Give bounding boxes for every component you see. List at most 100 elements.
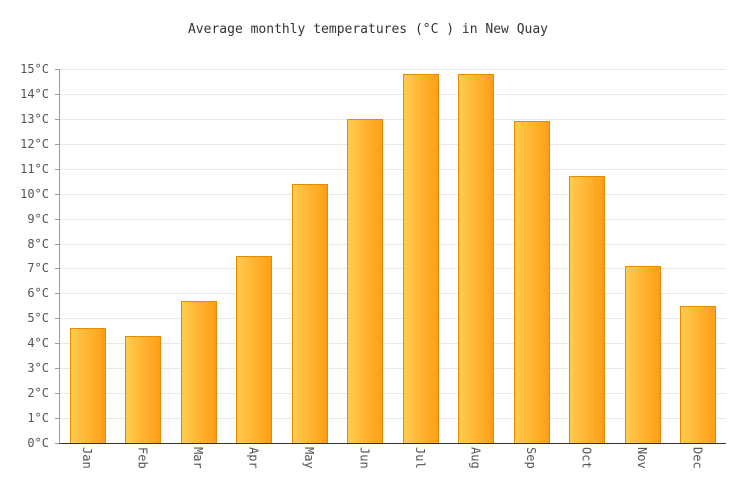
bar-slot-jun (338, 69, 394, 443)
y-axis-tick-label: 14°C (20, 86, 49, 101)
gridline (60, 193, 726, 195)
y-axis-tick-label: 9°C (27, 211, 49, 226)
y-axis-tick (55, 368, 59, 370)
x-axis-label-nov: Nov (634, 447, 649, 469)
y-axis-tick-label: 10°C (20, 186, 49, 201)
y-axis-tick (55, 69, 59, 70)
bar-slot-jan (60, 69, 116, 443)
x-axis-label-aug: Aug (468, 447, 483, 469)
bar-feb[interactable] (125, 335, 162, 443)
bar-sep[interactable] (513, 121, 550, 443)
y-axis-tick-label: 8°C (27, 236, 49, 251)
x-axis-label-sep: Sep (523, 447, 538, 469)
y-axis-tick (55, 318, 59, 320)
y-axis-tick (55, 393, 59, 395)
y-axis-tick (55, 93, 59, 95)
gridline (60, 293, 726, 295)
x-slot-sep: Sep (503, 447, 559, 469)
y-axis-tick (55, 293, 59, 295)
x-axis-label-feb: Feb (135, 447, 150, 469)
bar-dec[interactable] (680, 305, 717, 443)
x-slot-apr: Apr (226, 447, 282, 469)
bar-jul[interactable] (402, 74, 439, 443)
gridline (60, 143, 726, 145)
x-axis-label-mar: Mar (190, 447, 205, 469)
bar-slot-sep (504, 69, 560, 443)
gridline (60, 368, 726, 370)
x-axis-label-jul: Jul (412, 447, 427, 469)
y-axis-tick-label: 1°C (27, 411, 49, 426)
y-axis-tick (55, 343, 59, 345)
gridline (60, 418, 726, 420)
bar-slot-jul (393, 69, 449, 443)
y-axis-tick-label: 0°C (27, 436, 49, 450)
y-axis-tick-label: 7°C (27, 261, 49, 276)
x-axis: Jan Feb Mar Apr May Jun Jul Aug Sep Oct Nov Dec (59, 447, 725, 469)
gridline (60, 93, 726, 95)
bar-jan[interactable] (69, 328, 106, 443)
y-axis-tick (55, 143, 59, 145)
y-axis-tick (55, 443, 59, 444)
y-axis-tick-label: 13°C (20, 111, 49, 126)
y-axis-tick (55, 243, 59, 245)
x-slot-aug: Aug (448, 447, 504, 469)
y-axis-tick-label: 6°C (27, 286, 49, 301)
bar-mar[interactable] (180, 300, 217, 443)
bar-slot-oct (560, 69, 616, 443)
bar-jun[interactable] (347, 118, 384, 443)
bar-oct[interactable] (569, 176, 606, 443)
bars (60, 69, 726, 443)
x-slot-jul: Jul (392, 447, 448, 469)
x-axis-label-jan: Jan (79, 447, 94, 469)
x-slot-may: May (281, 447, 337, 469)
x-axis-label-dec: Dec (690, 447, 705, 469)
y-axis-tick (55, 118, 59, 120)
x-slot-jan: Jan (59, 447, 115, 469)
x-slot-feb: Feb (115, 447, 171, 469)
x-slot-dec: Dec (670, 447, 726, 469)
bar-slot-dec (671, 69, 727, 443)
gridline (60, 343, 726, 345)
y-axis-tick-label: 5°C (27, 311, 49, 326)
x-axis-label-may: May (301, 447, 316, 469)
gridline (60, 168, 726, 170)
bar-slot-apr (227, 69, 283, 443)
x-axis-label-jun: Jun (357, 447, 372, 469)
bar-apr[interactable] (236, 256, 273, 443)
y-axis-tick-label: 12°C (20, 136, 49, 151)
bar-may[interactable] (291, 183, 328, 443)
y-axis-tick-label: 4°C (27, 336, 49, 351)
chart-title: Average monthly temperatures (°C ) in Ne… (187, 22, 549, 37)
bar-slot-aug (449, 69, 505, 443)
gridline (60, 69, 726, 70)
x-slot-mar: Mar (170, 447, 226, 469)
gridline (60, 218, 726, 220)
bar-nov[interactable] (624, 265, 661, 443)
gridline (60, 318, 726, 320)
gridline (60, 268, 726, 270)
y-axis-tick (55, 168, 59, 170)
x-axis-label-oct: Oct (579, 447, 594, 469)
y-axis-tick-label: 3°C (27, 361, 49, 376)
bar-slot-nov (615, 69, 671, 443)
x-axis-label-apr: Apr (246, 447, 261, 469)
bar-slot-mar (171, 69, 227, 443)
x-slot-nov: Nov (614, 447, 670, 469)
y-axis-tick-label: 11°C (20, 161, 49, 176)
plot-area (59, 69, 726, 444)
gridline (60, 118, 726, 120)
x-slot-oct: Oct (559, 447, 615, 469)
y-axis-tick (55, 418, 59, 420)
y-axis: 0°C 1°C 2°C 3°C 4°C 5°C 6°C 7°C 8°C 9°C 10°C 11°C 12… (0, 62, 59, 450)
y-axis-tick (55, 218, 59, 220)
gridline (60, 393, 726, 395)
y-axis-tick (55, 193, 59, 195)
x-slot-jun: Jun (337, 447, 393, 469)
bar-aug[interactable] (458, 74, 495, 443)
y-axis-tick-label: 2°C (27, 386, 49, 401)
y-axis-tick-label: 15°C (20, 62, 49, 76)
y-axis-tick (55, 268, 59, 270)
bar-slot-feb (116, 69, 172, 443)
gridline (60, 243, 726, 245)
